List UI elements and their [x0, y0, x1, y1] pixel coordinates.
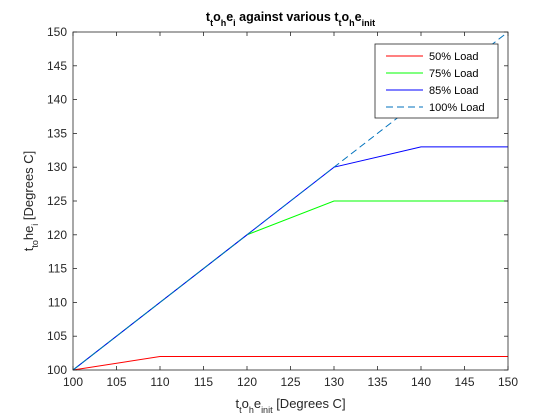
y-tick-label: 115	[48, 262, 67, 276]
chart-title: ttohei against various ttoheinit	[206, 10, 375, 28]
series-line-1	[72, 355, 508, 371]
y-tick-label: 140	[47, 93, 67, 107]
axes-layer: 100 105 110 115 120 125 130 135 140 145 150 100 105 1…	[47, 25, 518, 389]
y-tick-label: 150	[47, 25, 67, 39]
y-tick-label: 110	[48, 295, 67, 309]
x-axis-label: ttoheinit [Degrees C]	[235, 396, 345, 415]
legend: 50% Load 75% Load 85% Load 100% Load	[374, 43, 499, 119]
x-tick-label: 125	[280, 375, 300, 389]
series-layer	[72, 31, 509, 371]
legend-label: 100% Load	[429, 102, 485, 114]
y-tick-label: 100	[47, 363, 67, 377]
y-tick-label: 135	[47, 126, 67, 140]
x-tick-label: 105	[106, 375, 126, 389]
x-tick-label: 110	[150, 375, 169, 389]
x-tick-label: 120	[237, 375, 257, 389]
x-tick-label: 140	[411, 375, 431, 389]
y-tick-label: 120	[47, 228, 67, 242]
x-tick-label: 130	[324, 375, 344, 389]
x-tick-label: 150	[498, 375, 518, 389]
series-line-4	[72, 31, 509, 371]
y-tick-label: 105	[47, 329, 67, 343]
y-tick-label: 130	[47, 160, 67, 174]
legend-label: 50% Load	[429, 51, 479, 63]
y-axis-label: ttohei [Degrees C]	[21, 151, 40, 252]
y-tick-label: 125	[47, 194, 67, 208]
x-tick-label: 100	[63, 375, 83, 389]
x-tick-label: 135	[367, 375, 387, 389]
x-tick-label: 145	[454, 375, 474, 389]
legend-label: 85% Load	[429, 85, 479, 97]
x-tick-label: 115	[194, 375, 213, 389]
legend-label: 75% Load	[429, 68, 479, 80]
y-tick-label: 145	[47, 59, 67, 73]
